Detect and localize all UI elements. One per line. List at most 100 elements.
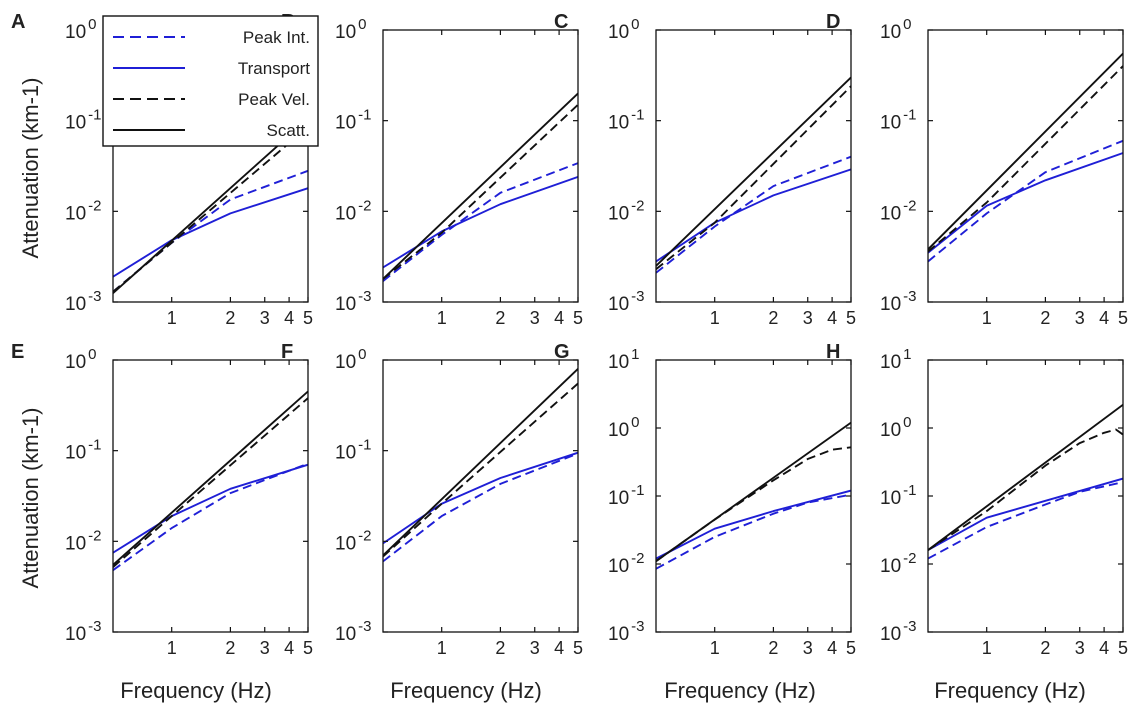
legend-label-scatt: Scatt.: [267, 121, 310, 140]
panel-h-line-transport: [928, 477, 1123, 551]
panel-a-line-peak-int: [113, 169, 308, 293]
panel-d-ytick-label: 10 -1: [880, 107, 916, 134]
panel-b-ytick-label: 10 -1: [335, 107, 371, 134]
panel-g-line-peak-int: [656, 493, 851, 570]
panel-e-line-transport: [113, 463, 308, 554]
panel-b-xtick-label: 4: [554, 308, 564, 328]
panel-a-xtick-label: 1: [167, 308, 177, 328]
panel-f-ytick-label: 10 -1: [335, 437, 371, 464]
panel-a-xtick-label: 3: [260, 308, 270, 328]
panel-c-line-scatt: [656, 76, 851, 267]
panel-f-frame: [382, 359, 579, 633]
panel-d-xtick-label: 3: [1075, 308, 1085, 328]
panel-h-series: [928, 403, 1123, 560]
x-axis-label-e: Frequency (Hz): [120, 678, 272, 703]
y-axis-label-bottom: Attenuation (km-1): [18, 408, 43, 589]
panel-h-letter: H: [826, 341, 840, 363]
panel-f-xtick-label: 2: [495, 638, 505, 658]
panel-f-ytick-label: 10 -2: [335, 527, 371, 554]
panel-f-xtick-label: 4: [554, 638, 564, 658]
panel-h-line-scatt: [928, 403, 1123, 551]
panel-f-ytick-label: 10 -3: [335, 618, 371, 645]
panel-e-xtick-label: 4: [284, 638, 294, 658]
panel-d-xtick-label: 5: [1118, 308, 1128, 328]
panel-d-xtick-label: 2: [1040, 308, 1050, 328]
panel-g-ytick-label: 10 -3: [608, 618, 644, 645]
panel-d-frame: [927, 29, 1124, 303]
panel-f: 1 2 3 4 510-310-210-110 0F: [281, 341, 583, 658]
panel-g-frame: [655, 359, 852, 633]
panel-d-line-scatt: [928, 52, 1123, 251]
panel-h-line-peak-int: [928, 481, 1123, 560]
panel-h-xtick-label: 2: [1040, 638, 1050, 658]
panel-g-letter: G: [554, 341, 570, 363]
panel-a-line-transport: [113, 187, 308, 278]
panel-c-line-peak-vel: [656, 85, 851, 270]
panel-b-frame: [382, 29, 579, 303]
panel-e-ytick-label: 10 0: [65, 346, 96, 373]
panel-f-xtick-label: 3: [530, 638, 540, 658]
panel-e-ytick-label: 10 -2: [65, 527, 101, 554]
legend: Peak Int. Transport Peak Vel. Scatt.: [102, 15, 319, 147]
panel-e-frame: [112, 359, 309, 633]
panel-b-line-transport: [383, 176, 578, 269]
panel-d-ytick-label: 10 -2: [880, 197, 916, 224]
panel-e-xtick-label: 1: [167, 638, 177, 658]
panel-b-ytick-label: 10 -3: [335, 288, 371, 315]
panel-e-xtick-label: 5: [303, 638, 313, 658]
panel-c-series: [656, 76, 851, 274]
panel-f-line-transport: [383, 451, 578, 545]
panel-f-line-peak-int: [383, 452, 578, 563]
legend-label-transport: Transport: [238, 59, 310, 78]
panel-f-series: [383, 368, 578, 563]
panel-b-line-peak-vel: [383, 104, 578, 280]
panel-f-line-peak-vel: [383, 382, 578, 558]
panel-a: 1 2 3 4 5 10-3 10-2 10-1 10 0 A: [11, 11, 313, 328]
panel-g-series: [656, 421, 851, 570]
panels: 1 2 3 4 510-310-210-110 0A1 2 3 4 510-310-210-110…: [11, 11, 1128, 658]
panel-a-ytick-label: 10 0: [65, 16, 96, 43]
panel-g-ytick-label: 10 -1: [608, 482, 644, 509]
panel-e: 1 2 3 4 5 10-3 10-2 10-1 10 0 E: [11, 341, 313, 658]
panel-c-line-transport: [656, 168, 851, 263]
panel-e-line-peak-vel: [113, 397, 308, 568]
panel-b-xtick-label: 2: [495, 308, 505, 328]
panel-f-letter: F: [281, 341, 293, 363]
panel-b-line-peak-int: [383, 162, 578, 282]
panel-h-frame: [927, 359, 1124, 633]
panel-b-xtick-label: 5: [573, 308, 583, 328]
panel-g-line-transport: [656, 489, 851, 560]
panel-d-series: [928, 52, 1123, 263]
panel-g-line-scatt: [656, 421, 851, 562]
panel-h-ytick-label: 10 -1: [880, 482, 916, 509]
panel-c-ytick-label: 10 -1: [608, 107, 644, 134]
panel-a-ytick-label: 10 -2: [65, 197, 101, 224]
panel-e-xtick-label: 2: [225, 638, 235, 658]
panel-h-xtick-label: 1: [982, 638, 992, 658]
panel-d-line-peak-int: [928, 139, 1123, 263]
panel-h-xtick-label: 4: [1099, 638, 1109, 658]
panel-b-line-scatt: [383, 92, 578, 280]
panel-b-xtick-label: 3: [530, 308, 540, 328]
panel-d-line-peak-vel: [928, 65, 1123, 253]
panel-c-letter: C: [554, 11, 568, 33]
legend-label-peak-int: Peak Int.: [243, 28, 310, 47]
panel-h-ytick-label: 10 0: [880, 414, 911, 441]
panel-e-letter: E: [11, 341, 24, 363]
panel-f-line-scatt: [383, 368, 578, 557]
panel-g-ytick-label: 10 0: [608, 414, 639, 441]
panel-d: 1 2 3 4 510-310-210-110 0D: [826, 11, 1128, 328]
panel-f-xtick-label: 5: [573, 638, 583, 658]
panel-d-ytick-label: 10 0: [880, 16, 911, 43]
panel-g-xtick-label: 4: [827, 638, 837, 658]
panel-d-ytick-label: 10 -3: [880, 288, 916, 315]
panel-b-xtick-label: 1: [437, 308, 447, 328]
panel-g-xtick-label: 5: [846, 638, 856, 658]
panel-b-series: [383, 92, 578, 282]
panel-c-frame: [655, 29, 852, 303]
panel-b-ytick-label: 10 0: [335, 16, 366, 43]
panel-a-ytick-label: 10 -3: [65, 288, 101, 315]
